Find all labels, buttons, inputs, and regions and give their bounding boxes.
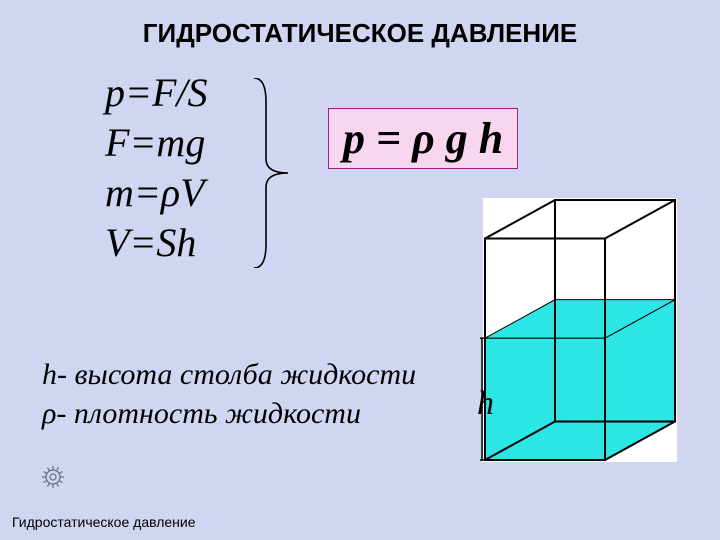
equation-list: p=F/S F=mg m=ρV V=Sh [105, 68, 208, 268]
eq-2: F=mg [105, 118, 208, 168]
h-label: h [477, 385, 494, 423]
slide: ГИДРОСТАТИЧЕСКОЕ ДАВЛЕНИЕ p=F/S F=mg m=ρ… [0, 0, 720, 540]
slide-title: ГИДРОСТАТИЧЕСКОЕ ДАВЛЕНИЕ [0, 18, 720, 49]
cube-svg [480, 195, 680, 465]
eq-3: m=ρV [105, 168, 208, 218]
def-rho: ρ- плотность жидкости [42, 394, 416, 433]
eq-4: V=Sh [105, 218, 208, 268]
footer-caption: Гидростатическое давление [12, 514, 196, 530]
definition-block: h- высота столба жидкости ρ- плотность ж… [42, 355, 416, 433]
def-h: h- высота столба жидкости [42, 355, 416, 394]
eq-1: p=F/S [105, 68, 208, 118]
liquid-cube [480, 195, 680, 470]
gear-icon [38, 462, 68, 492]
curly-brace [250, 78, 290, 268]
main-formula: p = ρ g h [328, 108, 518, 169]
